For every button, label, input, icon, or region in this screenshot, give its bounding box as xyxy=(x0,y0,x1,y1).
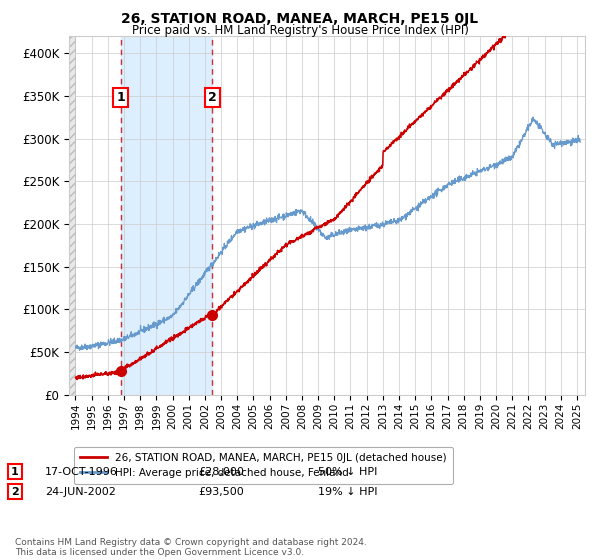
Text: 26, STATION ROAD, MANEA, MARCH, PE15 0JL: 26, STATION ROAD, MANEA, MARCH, PE15 0JL xyxy=(121,12,479,26)
Text: 2: 2 xyxy=(11,487,19,497)
Text: £28,000: £28,000 xyxy=(198,466,244,477)
Text: 1: 1 xyxy=(116,91,125,104)
Text: Contains HM Land Registry data © Crown copyright and database right 2024.
This d: Contains HM Land Registry data © Crown c… xyxy=(15,538,367,557)
Text: 2: 2 xyxy=(208,91,217,104)
Text: 24-JUN-2002: 24-JUN-2002 xyxy=(45,487,116,497)
Bar xyxy=(69,36,76,395)
Text: 1: 1 xyxy=(11,466,19,477)
Legend: 26, STATION ROAD, MANEA, MARCH, PE15 0JL (detached house), HPI: Average price, d: 26, STATION ROAD, MANEA, MARCH, PE15 0JL… xyxy=(74,447,453,484)
Bar xyxy=(121,36,212,395)
Text: Price paid vs. HM Land Registry's House Price Index (HPI): Price paid vs. HM Land Registry's House … xyxy=(131,24,469,37)
Text: 19% ↓ HPI: 19% ↓ HPI xyxy=(318,487,377,497)
Text: 50% ↓ HPI: 50% ↓ HPI xyxy=(318,466,377,477)
Text: £93,500: £93,500 xyxy=(198,487,244,497)
Text: 17-OCT-1996: 17-OCT-1996 xyxy=(45,466,118,477)
